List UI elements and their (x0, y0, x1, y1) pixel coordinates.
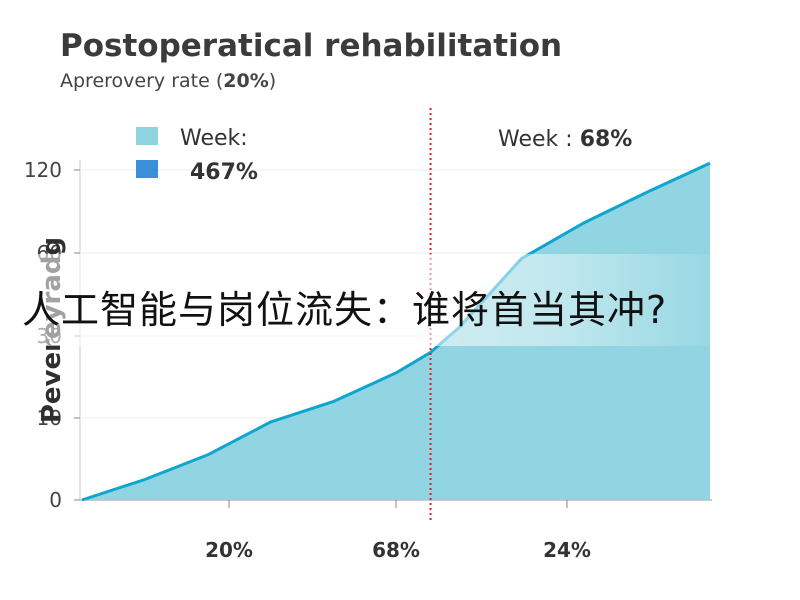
x-tick-label: 68% (372, 538, 420, 562)
chart-title: Postoperatical rehabilitation (60, 28, 563, 64)
legend-swatch-467 (136, 160, 158, 178)
subtitle-bold: 20% (223, 70, 269, 92)
subtitle-suffix: ) (268, 70, 277, 92)
y-tick-label: 120 (24, 158, 62, 182)
x-tick-label: 20% (205, 538, 253, 562)
area-fill (82, 163, 710, 500)
marker-label-prefix: Week : (498, 127, 580, 152)
series-line (81, 161, 711, 502)
chart-subtitle: Aprerovery rate (20%) (60, 70, 276, 92)
overlay-caption: 人工智能与岗位流失：谁将首当其冲? (22, 288, 668, 332)
legend-label-week: Week: (180, 126, 248, 151)
y-tick-label: 0 (49, 488, 62, 512)
overlay-banner (0, 254, 740, 346)
x-tick-label: 24% (543, 538, 591, 562)
marker-label: Week : 68% (498, 127, 632, 152)
subtitle-prefix: Aprerovery rate ( (60, 70, 224, 92)
y-tick-label: 10 (37, 406, 62, 430)
legend-swatch-week (136, 127, 158, 145)
legend-label-467: 467% (190, 160, 258, 185)
marker-label-value: 68% (580, 127, 633, 152)
